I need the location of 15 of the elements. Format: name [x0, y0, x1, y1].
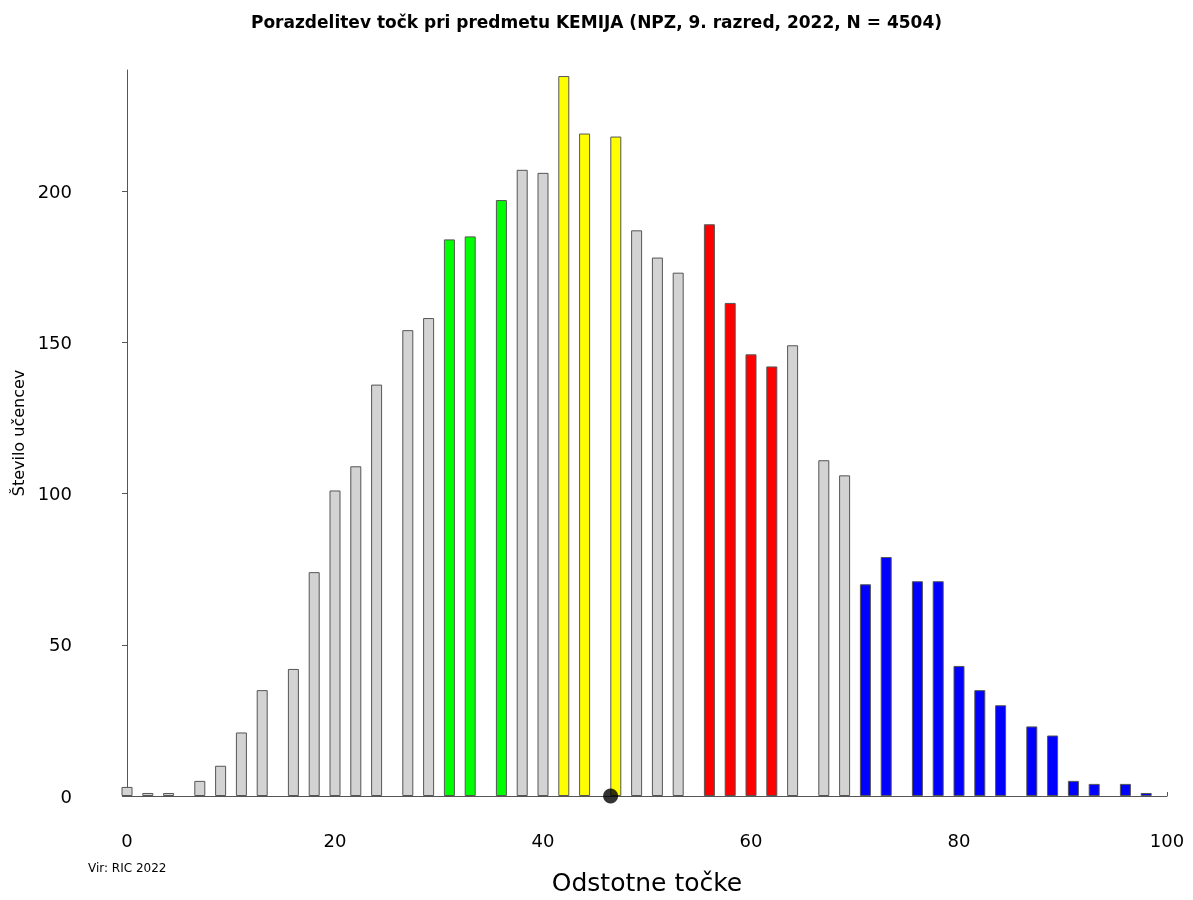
x-tick-label: 60	[739, 829, 763, 851]
chart-title: Porazdelitev točk pri predmetu KEMIJA (NPZ, 9. razred, 2022, N = 4504)	[250, 11, 943, 32]
x-tick-label: 80	[947, 829, 971, 851]
x-axis-title: Odstotne točke	[551, 868, 743, 897]
text: Vir: RIC 2022	[88, 861, 167, 875]
y-tick-label: 0	[60, 785, 72, 807]
x-tick-label: 20	[323, 829, 347, 851]
y-tick-label: 200	[37, 180, 72, 202]
y-axis-title: Število učencev	[9, 369, 29, 497]
y-tick-label: 50	[49, 634, 72, 656]
y-tick-label: 100	[37, 483, 72, 504]
y-tick-label: 150	[37, 331, 72, 353]
x-tick-label: 40	[531, 829, 555, 851]
x-tick-label: 100	[1149, 829, 1185, 851]
x-tick-label: 0	[121, 829, 133, 851]
